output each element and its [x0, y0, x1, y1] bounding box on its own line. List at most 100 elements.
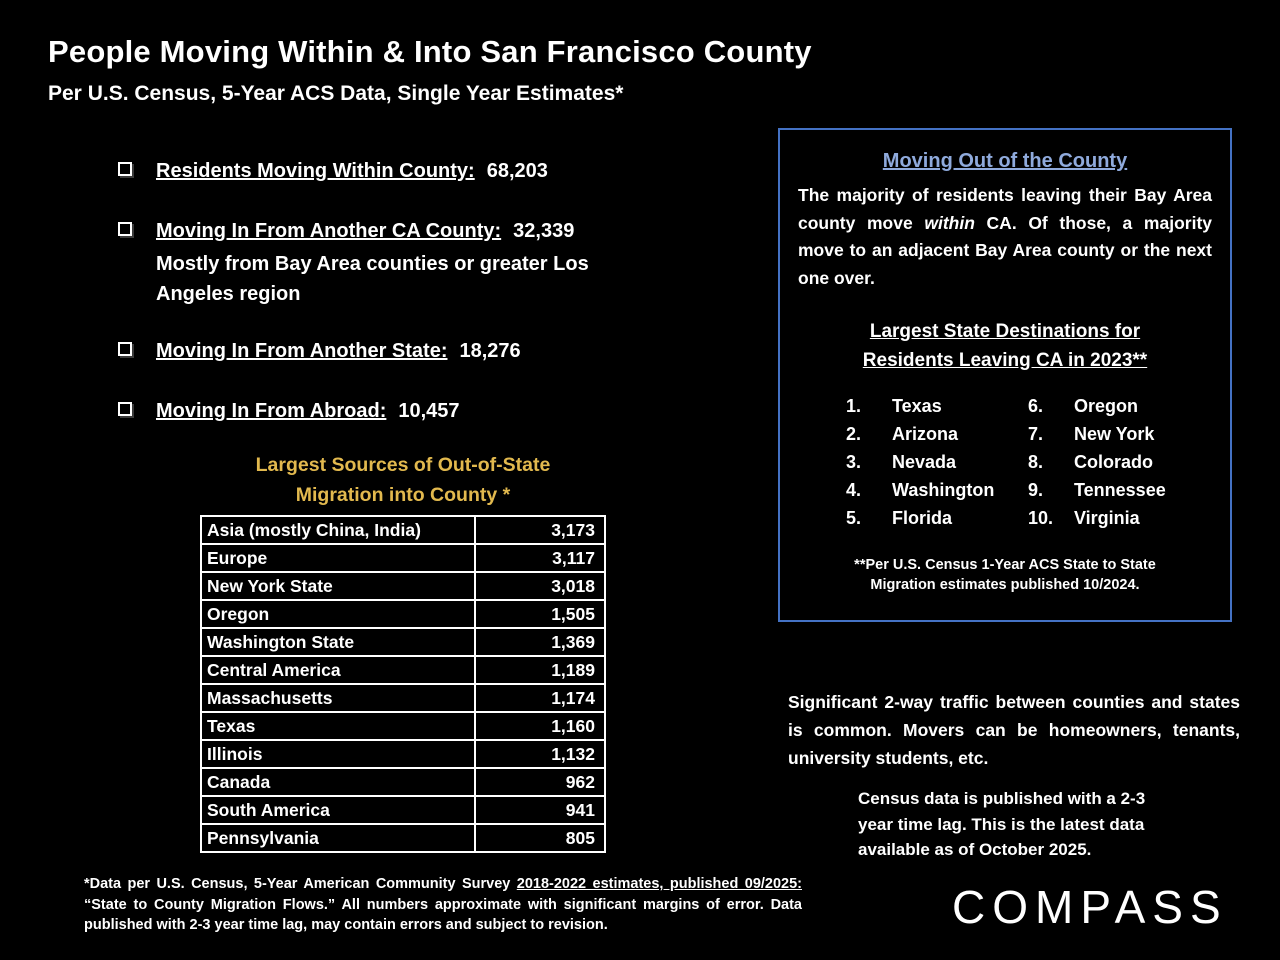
bullet-value: 10,457	[398, 400, 460, 422]
bullet-value: 68,203	[486, 160, 548, 182]
source-cell: New York State	[202, 573, 476, 599]
destination-item: 8. Colorado	[1028, 448, 1166, 476]
migration-sources-table: Asia (mostly China, India) 3,173 Europe …	[200, 515, 606, 853]
data-footnote-post: “State to County Migration Flows.” All n…	[84, 896, 802, 934]
bullet-label: Moving In From Another CA County:	[156, 220, 502, 242]
destination-rank: 7.	[1028, 424, 1044, 444]
source-cell: Central America	[202, 657, 476, 683]
destination-rank: 8.	[1028, 452, 1044, 472]
destination-rank: 2.	[846, 424, 862, 444]
bullet-within-county: Residents Moving Within County: 68,203	[118, 158, 548, 184]
destination-state: Oregon	[1074, 396, 1139, 416]
traffic-note: Significant 2-way traffic between counti…	[788, 692, 1240, 768]
source-cell: Pennsylvania	[202, 825, 476, 851]
destination-item: 10. Virginia	[1028, 504, 1166, 532]
destination-state: Texas	[892, 396, 942, 416]
destination-item: 4. Washington	[846, 476, 994, 504]
lag-note: Census data is published with a 2-3 year…	[858, 789, 1146, 859]
bullet-label: Moving In From Another State:	[156, 340, 448, 362]
value-cell: 1,174	[551, 688, 595, 708]
bullet-value: 32,339	[513, 220, 575, 242]
destinations-heading-line2: Residents Leaving CA in 2023**	[862, 350, 1148, 371]
moving-out-body-pre: The majority of residents leaving their …	[798, 185, 1212, 233]
destination-item: 1. Texas	[846, 392, 982, 420]
bullet-from-abroad: Moving In From Abroad: 10,457	[118, 398, 460, 424]
destinations-column-right: 6. Oregon 7. New York 8. Colorado 9. Tenness…	[1028, 392, 1166, 532]
page-title: People Moving Within & Into San Francisc…	[48, 34, 812, 69]
bullet-label: Moving In From Abroad:	[156, 400, 387, 422]
destination-rank: 3.	[846, 452, 862, 472]
moving-out-body-italic: within	[924, 212, 975, 233]
destination-item: 7. New York	[1028, 420, 1166, 448]
source-cell: Texas	[202, 713, 476, 739]
moving-out-body-post: CA. Of those, a majority move to an adja…	[798, 212, 1213, 288]
destination-item: 2. Arizona	[846, 420, 982, 448]
checkbox-bullet-icon	[118, 162, 132, 176]
table-row: Central America 1,189	[202, 655, 604, 683]
value-cell: 1,505	[551, 604, 595, 624]
source-cell: Asia (mostly China, India)	[202, 517, 476, 543]
checkbox-bullet-icon	[118, 402, 132, 416]
table-row: Asia (mostly China, India) 3,173	[202, 517, 604, 543]
destination-item: 3. Nevada	[846, 448, 982, 476]
destination-item: 5. Florida	[846, 504, 982, 532]
bullet-from-ca-county: Moving In From Another CA County: 32,339 …	[118, 218, 596, 309]
data-footnote-pre: *Data per U.S. Census, 5-Year American C…	[84, 876, 517, 892]
source-cell: Illinois	[202, 741, 476, 767]
bullet-label: Residents Moving Within County:	[156, 160, 475, 182]
destinations-heading-line1: Largest State Destinations for	[869, 321, 1141, 342]
table-row: Texas 1,160	[202, 711, 604, 739]
checkbox-bullet-icon	[118, 222, 132, 236]
destination-rank: 10.	[1028, 508, 1054, 528]
page-subtitle: Per U.S. Census, 5-Year ACS Data, Single…	[48, 82, 624, 105]
destinations-column-left: 1. Texas 2. Arizona 3. Nevada 4. Washington …	[846, 392, 994, 532]
value-cell: 962	[565, 772, 595, 792]
table-row: Washington State 1,369	[202, 627, 604, 655]
destination-rank: 1.	[846, 396, 862, 416]
destination-state: Washington	[892, 480, 995, 500]
value-cell: 3,018	[551, 576, 595, 596]
destination-state: Nevada	[892, 452, 957, 472]
sources-table-heading: Largest Sources of Out-of-State Migratio…	[200, 450, 606, 510]
bullet-from-another-state: Moving In From Another State: 18,276	[118, 338, 521, 364]
value-cell: 3,117	[552, 548, 595, 568]
value-cell: 1,132	[551, 744, 595, 764]
sources-heading-line2: Migration into County *	[295, 484, 511, 506]
table-row: Pennsylvania 805	[202, 823, 604, 851]
source-cell: Oregon	[202, 601, 476, 627]
destination-rank: 4.	[846, 480, 862, 500]
table-row: South America 941	[202, 795, 604, 823]
table-row: Oregon 1,505	[202, 599, 604, 627]
destination-state: Virginia	[1074, 508, 1140, 528]
data-footnote: *Data per U.S. Census, 5-Year American C…	[84, 874, 802, 936]
destination-state: Arizona	[892, 424, 959, 444]
value-cell: 1,189	[551, 660, 595, 680]
source-cell: Europe	[202, 545, 476, 571]
value-cell: 1,369	[551, 632, 595, 652]
table-row: Canada 962	[202, 767, 604, 795]
destination-rank: 9.	[1028, 480, 1044, 500]
source-cell: Washington State	[202, 629, 476, 655]
value-cell: 941	[565, 800, 595, 820]
destination-state: Florida	[892, 508, 953, 528]
value-cell: 805	[565, 828, 595, 848]
moving-out-heading: Moving Out of the County	[882, 150, 1128, 172]
table-row: Illinois 1,132	[202, 739, 604, 767]
table-row: Massachusetts 1,174	[202, 683, 604, 711]
destination-state: Colorado	[1074, 452, 1153, 472]
source-cell: Canada	[202, 769, 476, 795]
table-row: Europe 3,117	[202, 543, 604, 571]
value-cell: 1,160	[551, 716, 595, 736]
destinations-footnote-line1: **Per U.S. Census 1-Year ACS State to St…	[854, 557, 1156, 573]
value-cell: 3,173	[551, 520, 595, 540]
moving-out-box: Moving Out of the County The majority of…	[778, 128, 1232, 622]
source-cell: South America	[202, 797, 476, 823]
checkbox-bullet-icon	[118, 342, 132, 356]
destinations-footnote: **Per U.S. Census 1-Year ACS State to St…	[798, 555, 1212, 595]
destination-rank: 5.	[846, 508, 862, 528]
bullet-note: Mostly from Bay Area counties or greater…	[156, 253, 589, 305]
sources-heading-line1: Largest Sources of Out-of-State	[255, 454, 551, 476]
destination-item: 6. Oregon	[1028, 392, 1166, 420]
moving-out-body: The majority of residents leaving their …	[798, 182, 1212, 292]
